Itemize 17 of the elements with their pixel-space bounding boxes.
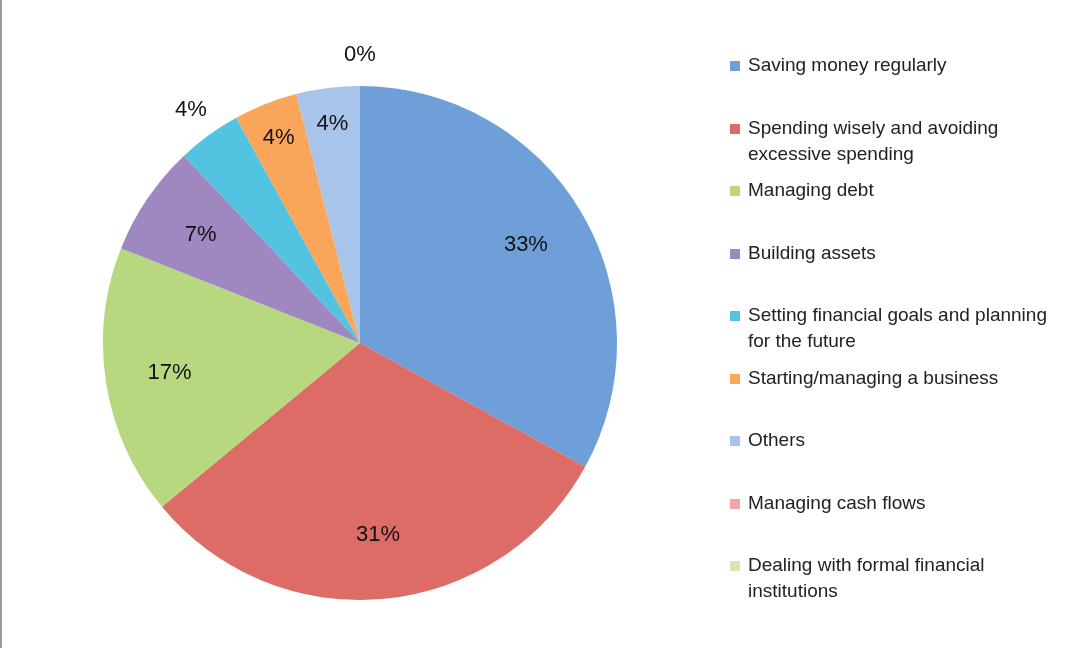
- data-label: 4%: [262, 123, 295, 149]
- legend-label: Saving money regularly: [748, 53, 947, 77]
- data-label: 7%: [184, 220, 217, 246]
- data-label: 17%: [147, 359, 192, 385]
- text: 0%: [344, 41, 376, 67]
- data-label: 4%: [174, 96, 207, 122]
- legend-label: Setting financial goals and planning for the future: [748, 303, 1048, 353]
- legend-label: Others: [748, 428, 806, 452]
- data-label: 33%: [503, 230, 548, 256]
- data-label: 31%: [356, 520, 401, 546]
- legend-label: Starting/managing a business: [748, 365, 999, 390]
- legend-label: Managing cash flows: [748, 490, 926, 515]
- legend-label: Spending wisely and avoiding excessive spending: [748, 115, 1000, 166]
- legend-label: Dealing with formal financial institutions: [748, 553, 986, 603]
- legend-label: Managing debt: [748, 178, 874, 202]
- data-label: 4%: [316, 109, 349, 135]
- legend-label: Building assets: [748, 240, 876, 265]
